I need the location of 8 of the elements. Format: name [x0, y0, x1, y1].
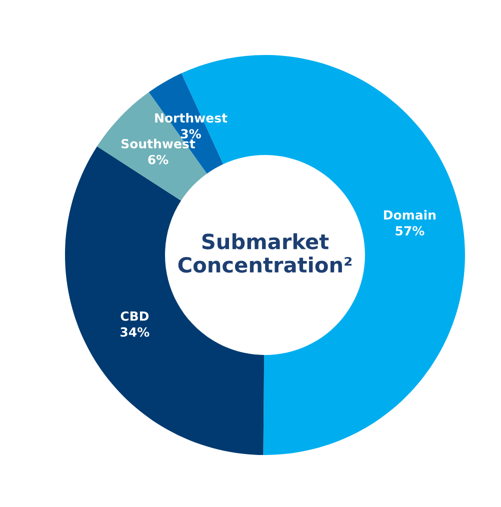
slice-label: Northwest [155, 112, 228, 123]
text: Submarket Concentration² [178, 233, 352, 273]
data-label: 3% [181, 129, 201, 139]
data-label: 6% [148, 154, 168, 164]
slice-label: CBD [120, 311, 149, 321]
data-label: 57% [396, 226, 424, 236]
data-label: 34% [120, 327, 150, 337]
slice-label: Domain [384, 210, 436, 220]
